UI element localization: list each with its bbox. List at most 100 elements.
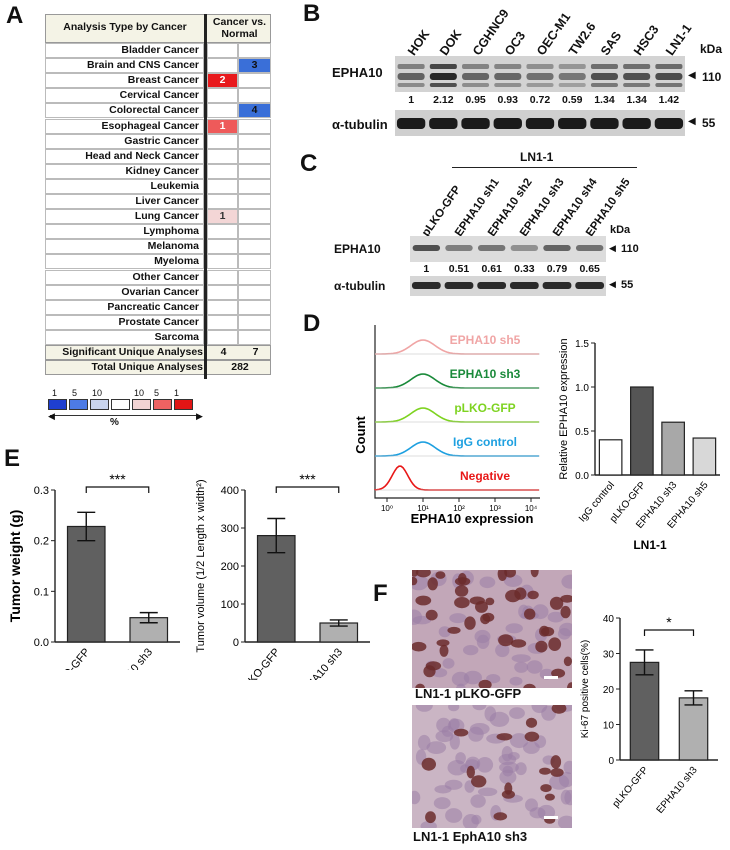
row-label: Sarcoma (45, 329, 204, 345)
blot-b-target (395, 56, 685, 92)
significance-bracket (275, 486, 340, 493)
row-label: Breast Cancer (45, 73, 204, 89)
band (655, 64, 683, 69)
y-tick-label: 0 (233, 637, 239, 649)
band (623, 83, 651, 87)
nucleus (427, 577, 438, 591)
row-label: Pancreatic Cancer (45, 299, 204, 315)
down-cell (238, 73, 271, 89)
up-cell (207, 88, 238, 104)
nucleus (530, 570, 539, 578)
header-vs-word: vs. (251, 16, 267, 28)
down-cell (238, 329, 271, 345)
target-label: EPHA10 (332, 65, 383, 80)
nucleus (563, 656, 572, 667)
y-tick-label: 0.0 (575, 471, 589, 482)
band (622, 118, 651, 129)
nucleus (476, 757, 494, 773)
group-label: LN1-1 (520, 150, 554, 164)
down-cell (238, 284, 271, 300)
band (411, 282, 441, 289)
nucleus (508, 752, 520, 761)
y-tick-label: 200 (221, 561, 239, 573)
up-cell (207, 58, 238, 74)
table-row: Myeloma (45, 254, 271, 270)
up-cell (207, 239, 238, 255)
nucleus (505, 589, 521, 603)
significance-label: *** (109, 471, 126, 487)
band (462, 83, 490, 87)
down-cell: 3 (238, 58, 271, 74)
nucleus (475, 600, 488, 613)
band-ratio: 0.65 (579, 263, 600, 275)
table-row: Colorectal Cancer 4 (45, 103, 271, 119)
up-cell (207, 224, 238, 240)
band (558, 73, 586, 80)
band (461, 118, 490, 129)
bar (66, 525, 106, 643)
nucleus (455, 752, 466, 765)
control-label: α-tubulin (334, 279, 386, 293)
nucleus (432, 668, 448, 678)
up-cell: 2 (207, 73, 238, 89)
category-label: EPHA10 sh3 (105, 646, 155, 670)
band (590, 64, 618, 69)
legend-unit: % (110, 417, 119, 428)
significant-up: 4 (220, 346, 227, 358)
panel-label-b: B (303, 0, 321, 27)
band (412, 245, 441, 251)
nucleus (495, 643, 510, 658)
table-row: Bladder Cancer (45, 43, 271, 59)
y-tick-label: 40 (603, 614, 615, 625)
header-type: Analysis Type by Cancer (63, 21, 187, 33)
y-tick-label: 0.1 (34, 586, 49, 598)
nucleus (523, 741, 540, 754)
y-tick-label: 0.0 (34, 637, 49, 649)
lane-label: LN1-1 (662, 21, 695, 59)
band (445, 245, 473, 251)
scale-bar (544, 676, 558, 679)
nucleus (567, 682, 572, 688)
nucleus (412, 576, 418, 586)
band (558, 83, 586, 87)
band (590, 73, 618, 80)
nucleus (504, 570, 516, 578)
legend-tick: 1 (174, 388, 180, 398)
legend-tick: 10 (92, 388, 103, 398)
panel-c: LN1-1 pLKO-GFP EPHA10 sh1 EPHA10 sh2 EPHA10… (330, 148, 730, 303)
nucleus (482, 612, 495, 622)
row-label: Bladder Cancer (45, 43, 204, 59)
histogram-label: EPHA10 sh3 (450, 367, 521, 381)
nucleus (524, 731, 540, 742)
down-cell (238, 299, 271, 315)
y-axis-label: Relative EPHA10 expression (558, 338, 570, 479)
blot-background (410, 236, 606, 262)
up-cell (207, 148, 238, 164)
table-row: Prostate Cancer (45, 314, 271, 330)
target-arrow-icon: ◀ (688, 70, 696, 81)
band (429, 73, 457, 80)
band (526, 83, 554, 87)
legend-swatch (153, 399, 172, 410)
legend-swatch (111, 399, 130, 410)
kda-label: kDa (610, 224, 631, 236)
bar-group-label: LN1-1 (633, 538, 667, 552)
nucleus (445, 808, 463, 823)
nucleus (415, 705, 433, 712)
table-row: Brain and CNS Cancer 3 (45, 58, 271, 74)
band (429, 118, 458, 129)
nucleus (464, 616, 476, 630)
legend-tick: 5 (154, 388, 160, 398)
y-tick-label: 20 (603, 685, 615, 696)
band (429, 83, 457, 87)
band-ratio: 0.79 (546, 263, 568, 275)
y-tick-label: 0.2 (34, 536, 49, 548)
nucleus (564, 789, 572, 806)
lane-label: TW2.6 (566, 19, 599, 59)
nucleus (457, 573, 467, 585)
band (623, 64, 651, 69)
legend-swatch (90, 399, 109, 410)
histogram-label: Negative (460, 469, 510, 483)
panel-b: HOK DOK CGHNC9 OC3 OEC-M1 TW2.6 SAS HSC3 LN1-1 k… (330, 0, 730, 145)
nucleus (539, 767, 551, 775)
